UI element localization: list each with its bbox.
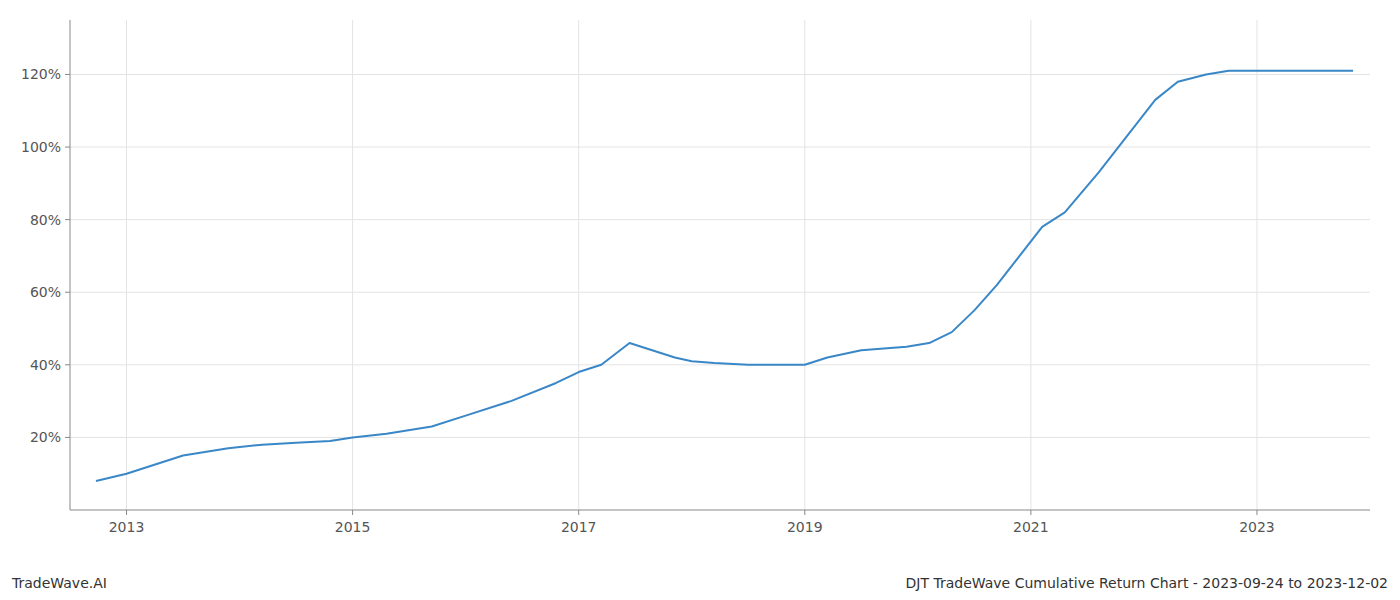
data-area <box>96 71 1353 481</box>
x-tick-label: 2013 <box>109 519 145 535</box>
y-grid-line <box>70 292 1370 293</box>
x-tick <box>804 510 805 515</box>
x-grid-line <box>578 20 579 510</box>
x-tick-label: 2017 <box>561 519 597 535</box>
y-tick <box>65 364 70 365</box>
y-tick-label: 80% <box>30 212 61 228</box>
x-grid-line <box>126 20 127 510</box>
y-tick <box>65 219 70 220</box>
y-tick-label: 100% <box>21 139 61 155</box>
y-tick-label: 40% <box>30 357 61 373</box>
x-tick-label: 2023 <box>1239 519 1275 535</box>
x-tick <box>126 510 127 515</box>
y-grid-line <box>70 147 1370 148</box>
y-tick <box>65 147 70 148</box>
y-grid-line <box>70 74 1370 75</box>
line <box>96 71 1353 481</box>
y-axis-line <box>70 20 71 510</box>
x-grid-line <box>804 20 805 510</box>
y-tick <box>65 74 70 75</box>
watermark: TradeWave.AI <box>11 575 107 591</box>
x-grid-line <box>1030 20 1031 510</box>
grid <box>70 20 1370 510</box>
y-tick-label: 120% <box>21 66 61 82</box>
axes: 2013 2015 2017 2019 2021 2023 20% 40% 60% 80% 100%… <box>21 20 1370 535</box>
x-tick <box>352 510 353 515</box>
x-tick-label: 2019 <box>787 519 823 535</box>
chart: 2013 2015 2017 2019 2021 2023 20% 40% 60% 80% 100%… <box>0 0 1400 600</box>
x-tick <box>1256 510 1257 515</box>
title: DJT TradeWave Cumulative Return Chart - … <box>906 575 1388 591</box>
y-tick <box>65 437 70 438</box>
x-tick <box>1030 510 1031 515</box>
y-tick-label: 60% <box>30 284 61 300</box>
y-grid-line <box>70 437 1370 438</box>
y-grid-line <box>70 219 1370 220</box>
x-tick-label: 2015 <box>335 519 371 535</box>
y-grid-line <box>70 364 1370 365</box>
x-tick <box>578 510 579 515</box>
y-tick-label: 20% <box>30 429 61 445</box>
x-axis-line <box>70 510 1370 511</box>
x-grid-line <box>1256 20 1257 510</box>
x-tick-label: 2021 <box>1013 519 1049 535</box>
y-tick <box>65 292 70 293</box>
